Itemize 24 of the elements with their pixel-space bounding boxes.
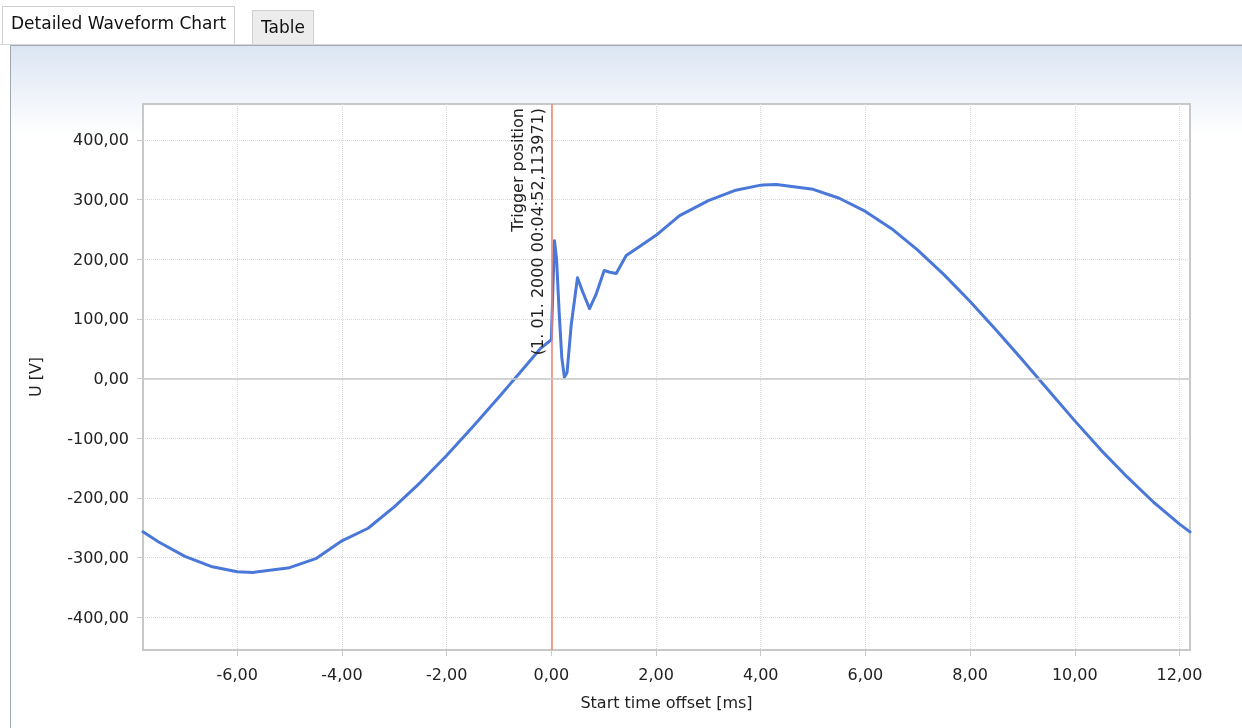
- y-tick-label: 200,00: [73, 249, 129, 269]
- x-tick-label: -4,00: [321, 664, 363, 684]
- x-tick-label: 10,00: [1051, 664, 1098, 684]
- y-tick-label: -400,00: [67, 607, 129, 627]
- y-tick-label: -200,00: [67, 488, 129, 508]
- x-tick-label: 12,00: [1156, 664, 1203, 684]
- y-tick-label: 100,00: [73, 309, 129, 329]
- y-tick-label: -300,00: [67, 548, 129, 568]
- ref-line-label: Trigger position (1. 01. 2000 00:04:52,113971): [507, 108, 547, 356]
- x-tick-label: 6,00: [847, 664, 884, 684]
- y-tick-label: 300,00: [73, 189, 129, 209]
- y-axis-title: U [V]: [25, 356, 45, 398]
- y-tick-label: 0,00: [93, 368, 129, 388]
- x-tick-label: -2,00: [425, 664, 468, 684]
- x-tick-label: 8,00: [952, 664, 988, 684]
- x-axis-title: Start time offset [ms]: [580, 692, 753, 712]
- x-tick-label: 0,00: [533, 664, 570, 684]
- y-tick-label: -100,00: [67, 428, 129, 448]
- text: Detailed Waveform Chart: [2, 6, 236, 44]
- y-tick-label: 400,00: [73, 130, 129, 150]
- x-tick-label: -6,00: [216, 664, 258, 684]
- x-tick-label: 4,00: [742, 664, 779, 684]
- x-tick-label: 2,00: [638, 664, 674, 684]
- text: Table: [252, 10, 314, 44]
